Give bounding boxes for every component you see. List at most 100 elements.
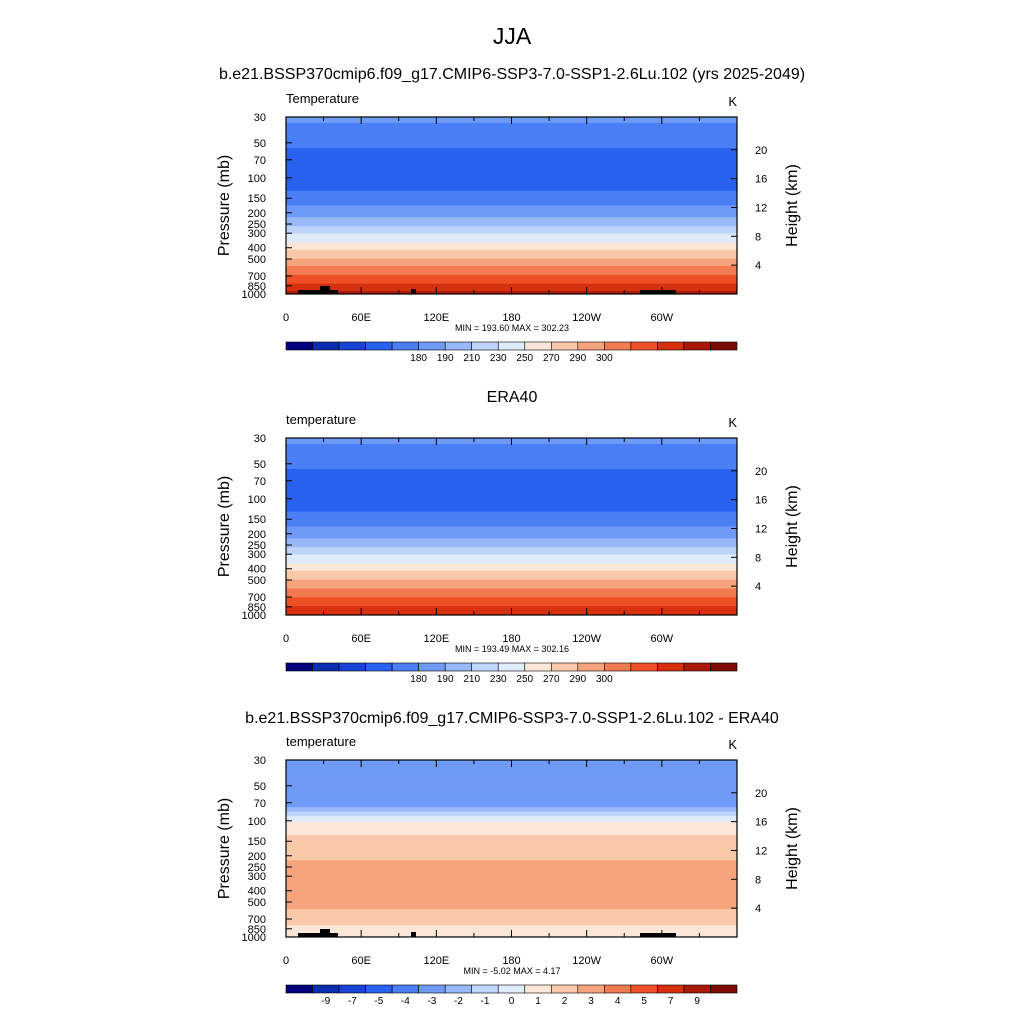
contour-band bbox=[286, 204, 737, 207]
colorbar-swatch bbox=[683, 984, 711, 994]
x-tick-label: 60E bbox=[351, 633, 371, 645]
contour-band bbox=[286, 258, 737, 261]
contour-band bbox=[286, 264, 737, 267]
colorbar-label: 4 bbox=[615, 996, 621, 1007]
x-tick-label: 120E bbox=[423, 633, 449, 645]
y-right-tick-label: 16 bbox=[755, 495, 767, 507]
colorbar: -9 -7 -5 -4 -3 -2 -1 0 1 2 3 4 5 7 9 bbox=[285, 984, 738, 1007]
x-tick-label: 180 bbox=[502, 633, 520, 645]
colorbar-swatch bbox=[630, 984, 658, 994]
contour-band bbox=[286, 823, 737, 826]
contour-band bbox=[286, 920, 737, 923]
contour-band bbox=[286, 827, 737, 830]
y-tick-label: 50 bbox=[254, 459, 266, 471]
contour-band bbox=[286, 220, 737, 223]
contour-band bbox=[286, 214, 737, 217]
contour-band bbox=[286, 510, 737, 513]
y-tick-label: 850 bbox=[248, 281, 266, 293]
contour-band bbox=[286, 591, 737, 594]
colorbar-swatch bbox=[338, 341, 366, 351]
panel-title: b.e21.BSSP370cmip6.f09_g17.CMIP6-SSP3-7.… bbox=[219, 66, 805, 83]
contour-band bbox=[286, 895, 737, 898]
contour-band bbox=[286, 547, 737, 550]
contour-band bbox=[286, 470, 737, 473]
y-tick-label: 700 bbox=[248, 592, 266, 604]
contour-band bbox=[286, 897, 737, 900]
contour-band bbox=[286, 180, 737, 183]
y-tick-label: 500 bbox=[248, 254, 266, 266]
contour-band bbox=[286, 829, 737, 832]
y-tick-label: 50 bbox=[254, 138, 266, 150]
colorbar-swatch bbox=[524, 984, 552, 994]
x-tick-label: 120W bbox=[572, 633, 601, 645]
colorbar-label: 180 bbox=[410, 674, 427, 685]
contour-band bbox=[286, 816, 737, 819]
colorbar-swatch bbox=[683, 662, 711, 672]
contour-band bbox=[286, 600, 737, 603]
contour-band bbox=[286, 782, 737, 785]
contour-band bbox=[286, 880, 737, 884]
contour-band bbox=[286, 233, 737, 236]
contour-band bbox=[286, 550, 737, 553]
colorbar-swatch bbox=[657, 341, 685, 351]
contour-band bbox=[286, 851, 737, 854]
contour-band bbox=[286, 898, 737, 901]
contour-band bbox=[286, 569, 737, 572]
contour-band bbox=[286, 205, 737, 208]
contour-band bbox=[286, 248, 737, 251]
contour-band bbox=[286, 251, 737, 254]
colorbar-swatch bbox=[312, 662, 340, 672]
contour-band bbox=[286, 270, 737, 273]
contour-band bbox=[286, 455, 737, 458]
y-tick-label: 200 bbox=[248, 529, 266, 541]
colorbar-swatch bbox=[604, 341, 632, 351]
contour-band bbox=[286, 774, 737, 777]
y-right-tick-label: 8 bbox=[755, 231, 761, 243]
colorbar-swatch bbox=[710, 662, 738, 672]
contour-band bbox=[286, 869, 737, 872]
contour-band bbox=[286, 452, 737, 455]
contour-band bbox=[286, 863, 737, 866]
x-tick-label: 120E bbox=[423, 955, 449, 967]
contour-band bbox=[286, 860, 737, 863]
contour-band bbox=[286, 445, 737, 448]
contour-band bbox=[286, 883, 737, 886]
y-tick-label: 500 bbox=[248, 897, 266, 909]
contour-band bbox=[286, 572, 737, 575]
contour-band bbox=[286, 848, 737, 851]
colorbar-label: 250 bbox=[516, 674, 533, 685]
contour-band bbox=[286, 567, 737, 570]
y-tick-label: 70 bbox=[254, 798, 266, 810]
contour-band bbox=[286, 464, 737, 467]
contour-band bbox=[286, 499, 737, 503]
min-max-stats: MIN = 193.60 MAX = 302.23 bbox=[455, 323, 569, 333]
colorbar-swatch bbox=[550, 984, 579, 994]
contour-band bbox=[286, 557, 737, 560]
contour-band bbox=[286, 246, 737, 249]
contour-band bbox=[286, 495, 737, 498]
contour-band bbox=[286, 181, 737, 184]
contour-band bbox=[286, 190, 737, 193]
contour-band bbox=[286, 773, 737, 776]
contour-band bbox=[286, 260, 737, 263]
contour-band bbox=[286, 529, 737, 532]
colorbar-swatch bbox=[365, 662, 393, 672]
colorbar-swatch bbox=[604, 662, 632, 672]
contour-band bbox=[286, 604, 737, 607]
contour-band bbox=[286, 274, 737, 277]
x-tick-label: 60W bbox=[651, 633, 674, 645]
contour-band bbox=[286, 783, 737, 786]
colorbar-swatch bbox=[524, 662, 552, 672]
y-tick-label: 250 bbox=[248, 862, 266, 874]
contour-band bbox=[286, 576, 737, 579]
y-axis-title: Pressure (mb) bbox=[216, 476, 233, 577]
y-tick-label: 70 bbox=[254, 476, 266, 488]
contour-band bbox=[286, 277, 737, 280]
contour-band bbox=[286, 539, 737, 542]
contour-band bbox=[286, 236, 737, 239]
y-tick-label: 50 bbox=[254, 781, 266, 793]
contour-band bbox=[286, 209, 737, 212]
contour-band bbox=[286, 451, 737, 454]
contour-band bbox=[286, 139, 737, 142]
colorbar-label: 230 bbox=[490, 353, 507, 364]
